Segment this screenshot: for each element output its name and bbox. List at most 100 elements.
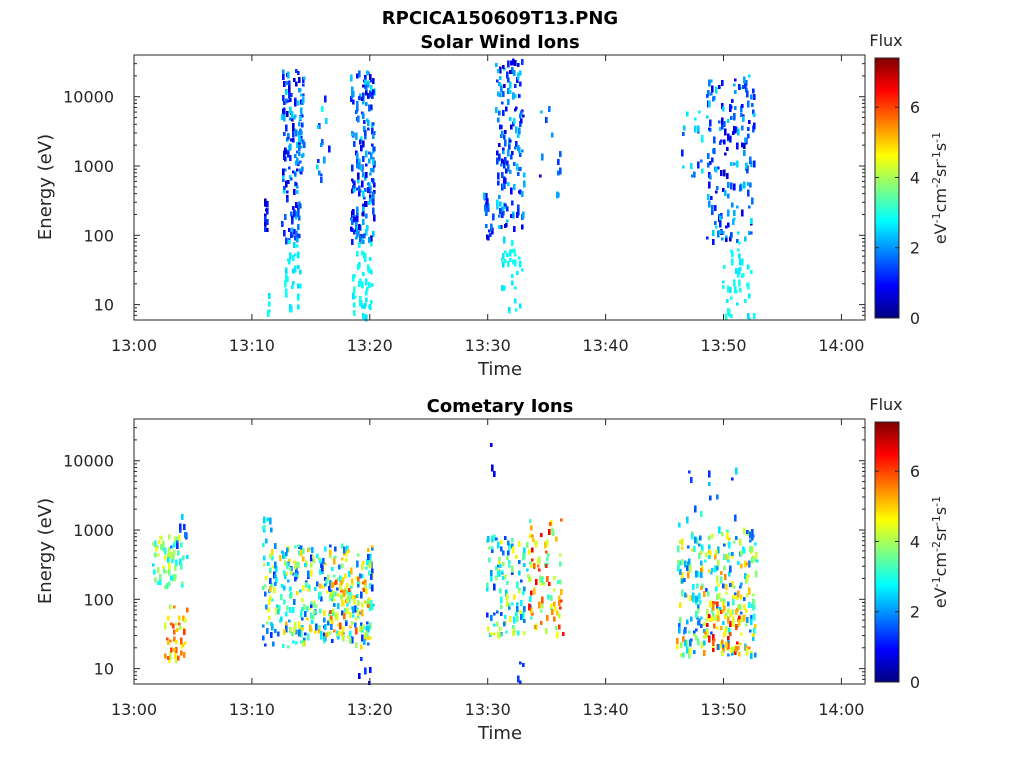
flux-cell (732, 598, 735, 606)
plot-frame-cometary (133, 418, 866, 685)
flux-cell (552, 530, 555, 536)
flux-cell (160, 544, 163, 550)
flux-cell (519, 661, 522, 665)
colorbar-tick-label: 4 (910, 532, 920, 551)
flux-cell (319, 583, 322, 589)
flux-cell (746, 562, 749, 566)
flux-cell (743, 597, 746, 601)
flux-cell (313, 559, 316, 563)
flux-cell (710, 631, 713, 635)
flux-cell (345, 622, 348, 626)
flux-cell (373, 182, 376, 188)
flux-cell (721, 117, 724, 125)
flux-cell (516, 163, 519, 171)
flux-cell (324, 583, 327, 587)
flux-cell (496, 79, 499, 83)
flux-cell (721, 237, 724, 241)
flux-cell (508, 560, 511, 564)
flux-cell (714, 601, 717, 605)
flux-cell (334, 555, 337, 559)
flux-cell (708, 79, 711, 87)
flux-cell (515, 612, 518, 616)
flux-cell (508, 606, 511, 610)
flux-cell (169, 604, 172, 610)
flux-cell (295, 629, 298, 635)
flux-cell (484, 204, 487, 212)
flux-cell (175, 622, 178, 626)
flux-cell (723, 139, 726, 145)
flux-cell (499, 627, 502, 631)
flux-cell (509, 249, 512, 257)
flux-cell (313, 610, 316, 614)
flux-cell (725, 225, 728, 229)
flux-cell (303, 76, 306, 80)
flux-cell (293, 560, 296, 564)
flux-cell (492, 213, 495, 221)
flux-cell (339, 583, 342, 591)
flux-cell (486, 201, 489, 205)
flux-cell (176, 543, 179, 549)
flux-cell (514, 94, 517, 98)
flux-cell (748, 205, 751, 209)
flux-cell (167, 557, 170, 563)
flux-cell (679, 569, 682, 575)
flux-cell (677, 545, 680, 553)
flux-cell (303, 637, 306, 641)
panel-title-solar-wind: Solar Wind Ions (420, 32, 579, 53)
flux-cell (356, 230, 359, 238)
flux-cell (692, 584, 695, 590)
x-tick-label: 13:50 (700, 336, 746, 355)
flux-cell (321, 564, 324, 572)
flux-cell (698, 618, 701, 626)
flux-cell (533, 587, 536, 595)
flux-cell (354, 622, 357, 628)
flux-cell (367, 264, 370, 272)
flux-cell (706, 609, 709, 615)
flux-cell (716, 626, 719, 630)
flux-cell (708, 100, 711, 108)
solar-wind-data-pixels (264, 58, 756, 322)
flux-cell (701, 641, 704, 649)
flux-cell (353, 302, 356, 308)
flux-cell (499, 564, 502, 568)
flux-cell (283, 570, 286, 576)
panel-title-cometary: Cometary Ions (427, 396, 574, 417)
flux-cell (732, 131, 735, 135)
flux-cell (351, 636, 354, 644)
flux-cell (339, 622, 342, 630)
flux-cell (727, 601, 730, 607)
flux-cell (352, 209, 355, 215)
flux-cell (341, 610, 344, 616)
flux-cell (497, 571, 500, 577)
flux-cell (715, 225, 718, 229)
flux-cell (283, 585, 286, 591)
flux-cell (295, 211, 298, 215)
colorbar-title-solar-wind: Flux (869, 31, 902, 50)
flux-cell (505, 589, 508, 597)
flux-cell (715, 190, 718, 194)
flux-cell (365, 102, 368, 106)
flux-cell (508, 543, 511, 551)
flux-cell (173, 636, 176, 642)
flux-cell (504, 259, 507, 263)
flux-cell (341, 557, 344, 561)
flux-cell (727, 222, 730, 228)
flux-cell (299, 626, 302, 632)
flux-cell (363, 126, 366, 132)
flux-cell (752, 593, 755, 597)
flux-cell (285, 625, 288, 633)
flux-cell (688, 630, 691, 634)
flux-cell (733, 162, 736, 166)
flux-cell (368, 570, 371, 576)
flux-cell (736, 239, 739, 243)
flux-cell (344, 608, 347, 612)
flux-cell (721, 124, 724, 130)
flux-cell (504, 536, 507, 540)
flux-cell (355, 617, 358, 621)
flux-cell (730, 249, 733, 253)
flux-cell (682, 652, 685, 658)
flux-cell (528, 578, 531, 582)
flux-cell (737, 561, 740, 565)
flux-cell (541, 577, 544, 585)
flux-cell (184, 641, 187, 645)
